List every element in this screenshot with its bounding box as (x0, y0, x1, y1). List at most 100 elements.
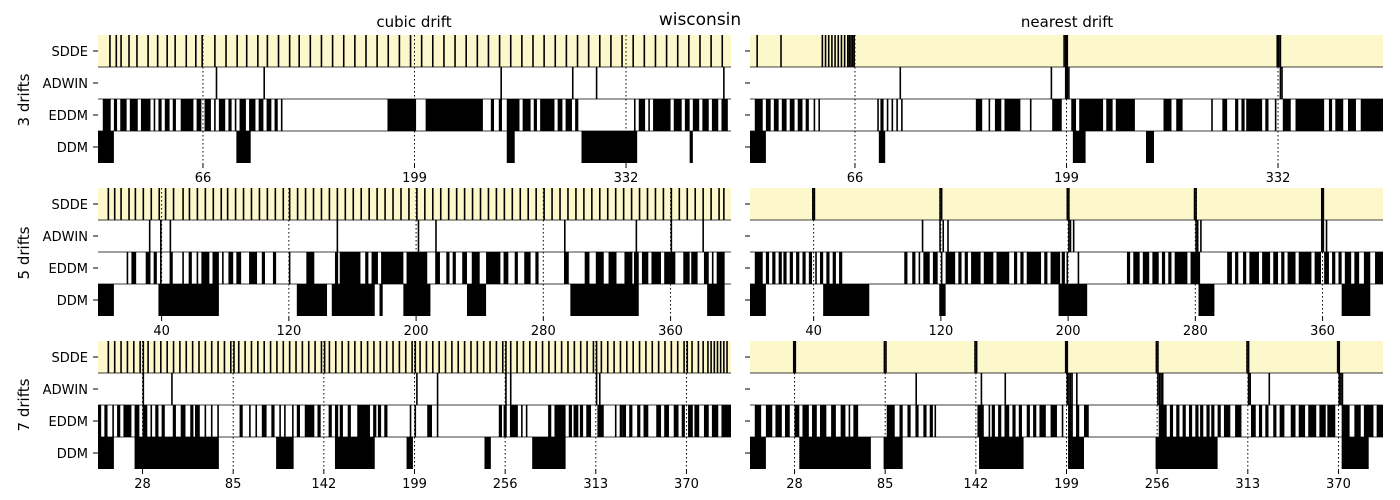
detection-mark (506, 131, 515, 163)
detection-mark (794, 341, 797, 373)
detection-mark (471, 188, 474, 220)
detection-mark (435, 252, 440, 284)
detection-mark (932, 252, 938, 284)
detection-mark (664, 405, 669, 437)
detection-mark (726, 341, 728, 373)
detection-mark (1161, 373, 1164, 405)
detection-mark (522, 341, 525, 373)
x-tick-label: 360 (1310, 324, 1335, 339)
detection-mark (331, 284, 375, 316)
detection-mark (431, 35, 434, 67)
detection-mark (360, 341, 363, 373)
detection-mark (621, 35, 623, 67)
x-tick-label: 40 (153, 324, 170, 339)
detection-mark (436, 373, 439, 405)
detection-mark (261, 405, 267, 437)
detection-mark (109, 35, 111, 67)
detection-mark (641, 252, 649, 284)
detection-mark (818, 99, 820, 131)
detection-mark (683, 252, 690, 284)
detection-mark (514, 252, 518, 284)
detection-mark (676, 35, 679, 67)
detection-mark (236, 252, 242, 284)
detection-mark (471, 252, 480, 284)
detection-mark (320, 35, 323, 67)
detection-mark (172, 188, 175, 220)
detection-mark (543, 35, 545, 67)
detection-mark (387, 99, 417, 131)
detection-mark (896, 99, 898, 131)
detection-mark (1068, 220, 1070, 252)
detection-mark (629, 405, 633, 437)
x-tick-label: 370 (674, 477, 699, 492)
detection-mark (387, 35, 390, 67)
detection-mark (1206, 405, 1210, 437)
detection-mark (688, 35, 690, 67)
detection-mark (575, 99, 579, 131)
detection-mark (336, 188, 339, 220)
detection-mark (344, 188, 347, 220)
detection-mark (656, 405, 662, 437)
detection-mark (848, 405, 851, 437)
detection-mark (597, 405, 604, 437)
detection-mark (670, 341, 673, 373)
detection-mark (654, 35, 657, 67)
detection-mark (288, 35, 291, 67)
detection-mark (573, 405, 579, 437)
x-tick-label: 256 (1145, 477, 1170, 492)
detection-mark (921, 220, 924, 252)
detection-mark (222, 252, 224, 284)
detection-mark (342, 35, 345, 67)
detection-mark (638, 341, 641, 373)
detection-mark (158, 99, 162, 131)
detection-mark (1338, 341, 1341, 373)
detection-mark (166, 35, 168, 67)
detection-mark (1157, 341, 1159, 373)
detection-mark (595, 252, 604, 284)
x-tick-label: 280 (1183, 324, 1208, 339)
detection-mark (583, 188, 585, 220)
detection-mark (160, 252, 162, 284)
detection-mark (509, 35, 512, 67)
detection-mark (723, 341, 725, 373)
detection-mark (1344, 252, 1352, 284)
detection-mark (1295, 99, 1325, 131)
detection-mark (1020, 252, 1024, 284)
detection-mark (678, 188, 681, 220)
detection-mark (595, 67, 598, 99)
detection-mark (1249, 252, 1259, 284)
detection-mark (686, 341, 689, 373)
detection-mark (802, 405, 809, 437)
detection-mark (98, 437, 114, 469)
detection-mark (179, 341, 181, 373)
detection-mark (994, 99, 1002, 131)
x-tick-label: 142 (963, 477, 988, 492)
detection-mark (848, 35, 851, 67)
detection-mark (134, 188, 137, 220)
detection-mark (509, 373, 512, 405)
detection-mark (570, 284, 639, 316)
detection-mark (1336, 341, 1339, 373)
detection-mark (131, 252, 137, 284)
detection-mark (334, 405, 339, 437)
detection-mark (850, 35, 852, 67)
detection-mark (702, 99, 709, 131)
detection-mark (400, 188, 402, 220)
detection-mark (191, 341, 194, 373)
detection-mark (210, 341, 213, 373)
detection-mark (411, 341, 413, 373)
detection-mark (347, 405, 351, 437)
detection-mark (406, 437, 413, 469)
detection-mark (438, 341, 440, 373)
detection-mark (128, 35, 130, 67)
detection-mark (778, 252, 782, 284)
detection-mark (153, 341, 156, 373)
detection-mark (824, 35, 827, 67)
detection-mark (1211, 99, 1213, 131)
detection-mark (158, 284, 219, 316)
detector-label: EDDM (49, 109, 88, 124)
detection-mark (929, 405, 933, 437)
detection-mark (249, 99, 256, 131)
detection-mark (622, 405, 627, 437)
detection-mark (234, 99, 237, 131)
